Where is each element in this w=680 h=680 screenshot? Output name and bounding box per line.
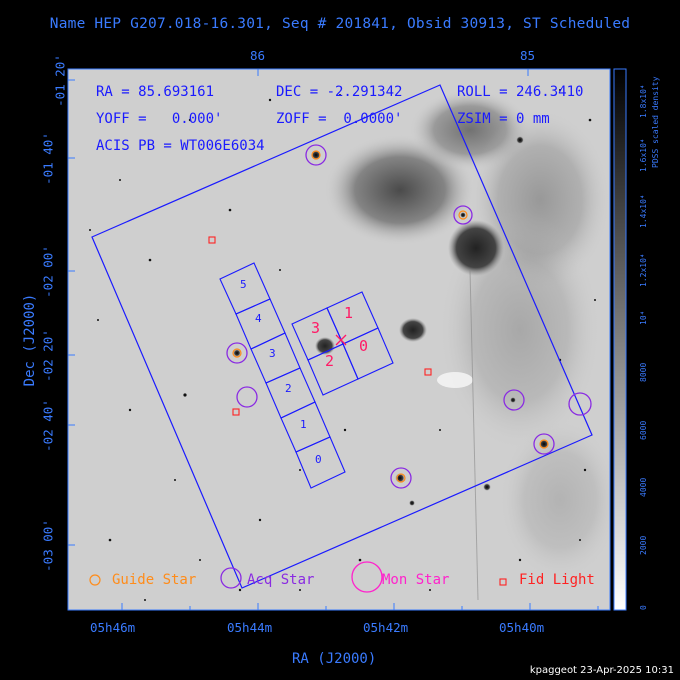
colorbar-tick-8: 1.6x10⁴ bbox=[639, 138, 648, 172]
chip-label-s4: 4 bbox=[255, 312, 262, 325]
info-ra: RA = 85.693161 bbox=[96, 84, 214, 100]
colorbar-tick-9: 1.8x10⁴ bbox=[639, 84, 648, 118]
legend-guide-label: Guide Star bbox=[112, 572, 196, 588]
legend-acq-label: Acq Star bbox=[247, 572, 314, 588]
chip-label-s0: 0 bbox=[315, 453, 322, 466]
colorbar-tick-5: 10⁴ bbox=[639, 311, 648, 325]
colorbar-label: PDSS scaled density bbox=[651, 76, 660, 168]
dec-tick-0240: -02 40' bbox=[40, 399, 56, 452]
dec-tick-0200: -02 00' bbox=[40, 245, 56, 298]
colorbar-tick-1: 2000 bbox=[639, 536, 648, 555]
chip-label-i1: 1 bbox=[344, 304, 353, 322]
colorbar bbox=[613, 68, 627, 611]
legend-guide-icon bbox=[89, 574, 101, 586]
colorbar-tick-0: 0 bbox=[639, 605, 648, 610]
ra-tick-0542: 05h42m bbox=[363, 620, 409, 635]
acq-stars bbox=[226, 144, 592, 489]
colorbar-tick-2: 4000 bbox=[639, 478, 648, 497]
info-roll: ROLL = 246.3410 bbox=[457, 84, 583, 100]
legend-fid-icon bbox=[499, 578, 507, 586]
pointing-info: RA = 85.693161 DEC = -2.291342 ROLL = 24… bbox=[96, 84, 583, 154]
legend: Guide Star Acq Star Mon Star Fid Light bbox=[89, 561, 595, 593]
dec-tick-0120: -01 20' bbox=[52, 54, 68, 107]
colorbar-tick-4: 8000 bbox=[639, 363, 648, 382]
acis-i-labels: 3 1 2 0 bbox=[311, 304, 368, 370]
chip-label-s2: 2 bbox=[285, 382, 292, 395]
chip-label-s5: 5 bbox=[240, 278, 247, 291]
aimpoint-marker bbox=[335, 334, 347, 346]
colorbar-ticks: 0 2000 4000 6000 8000 10⁴ 1.2x10⁴ 1.4x10… bbox=[639, 84, 648, 610]
info-yoff: YOFF = 0.000' bbox=[96, 111, 222, 127]
colorbar-tick-6: 1.2x10⁴ bbox=[639, 253, 648, 287]
legend-fid-label: Fid Light bbox=[519, 572, 595, 588]
chip-label-i0: 0 bbox=[359, 337, 368, 355]
acis-s-labels: 5 4 3 2 1 0 bbox=[240, 278, 322, 466]
dec-tick-0300: -03 00' bbox=[40, 519, 56, 572]
colorbar-tick-3: 6000 bbox=[639, 421, 648, 440]
legend-acq-icon bbox=[220, 567, 242, 589]
chip-label-i3: 3 bbox=[311, 319, 320, 337]
legend-mon-icon bbox=[351, 561, 383, 593]
chip-label-s1: 1 bbox=[300, 418, 307, 431]
ra-top-tick-86: 86 bbox=[250, 48, 266, 63]
ra-tick-0544: 05h44m bbox=[227, 620, 273, 635]
chip-label-s3: 3 bbox=[269, 347, 276, 360]
ra-top-tick-85: 85 bbox=[520, 48, 536, 63]
legend-mon-label: Mon Star bbox=[382, 572, 449, 588]
chip-label-i2: 2 bbox=[325, 352, 334, 370]
info-acis: ACIS PB = WT006E6034 bbox=[96, 138, 265, 154]
info-dec: DEC = -2.291342 bbox=[276, 84, 402, 100]
colorbar-tick-7: 1.4x10⁴ bbox=[639, 194, 648, 228]
plot-title: Name HEP G207.018-16.301, Seq # 201841, … bbox=[49, 16, 631, 32]
x-axis-label: RA (J2000) bbox=[292, 651, 377, 667]
ra-tick-0546: 05h46m bbox=[90, 620, 136, 635]
acis-i-chips bbox=[291, 291, 394, 396]
info-zsim: ZSIM = 0 mm bbox=[457, 111, 550, 127]
plot-frame bbox=[67, 68, 611, 611]
field-stars bbox=[89, 89, 596, 601]
acis-s-chips bbox=[219, 262, 346, 489]
ra-tick-0540: 05h40m bbox=[499, 620, 545, 635]
fid-lights bbox=[208, 236, 432, 416]
footer-timestamp: kpaggeot 23-Apr-2025 10:31 bbox=[529, 665, 674, 676]
dec-tick-0220: -02 20' bbox=[40, 329, 56, 382]
guide-stars bbox=[232, 150, 549, 483]
y-axis-label: Dec (J2000) bbox=[22, 293, 38, 387]
field-of-view bbox=[91, 84, 593, 589]
dec-tick-0140: -01 40' bbox=[40, 132, 56, 185]
info-zoff: ZOFF = 0.0000' bbox=[276, 111, 402, 127]
axis-ticks bbox=[68, 69, 599, 610]
